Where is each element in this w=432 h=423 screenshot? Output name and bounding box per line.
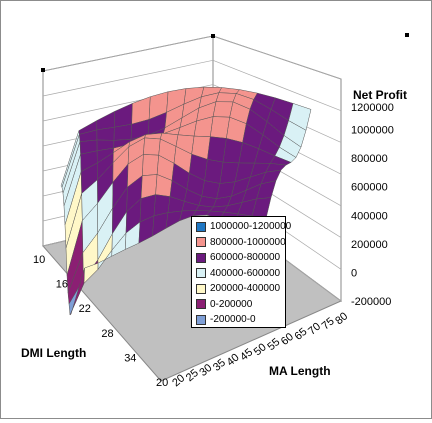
- legend-label: 600000-800000: [210, 252, 281, 264]
- legend-item: 0-200000: [192, 297, 285, 313]
- legend-swatch: [196, 268, 206, 279]
- y-tick-label: 34: [124, 352, 136, 364]
- y-tick-label: 20: [156, 377, 168, 389]
- legend-label: 1000000-1200000: [210, 221, 292, 233]
- legend: 1000000-1200000 800000-1000000 600000-8000…: [191, 216, 291, 328]
- legend-swatch: [196, 221, 206, 232]
- legend-item: -200000-0: [192, 312, 285, 328]
- legend-item: 800000-1000000: [192, 235, 286, 251]
- legend-label: 0-200000: [210, 298, 253, 310]
- z-axis-title: Net Profit: [353, 88, 407, 102]
- y-axis-ticks: 10 16 22 28 34 20: [33, 254, 168, 389]
- x-axis-title: MA Length: [269, 364, 331, 378]
- z-tick-label: 200000: [351, 239, 388, 251]
- y-axis-title: DMI Length: [21, 346, 86, 360]
- z-tick-label: 800000: [351, 153, 388, 165]
- z-tick-label: 1000000: [351, 125, 394, 137]
- surface-facet: [142, 154, 159, 176]
- z-tick-label: 1200000: [351, 102, 394, 114]
- y-tick-label: 22: [79, 303, 91, 315]
- legend-label: 200000-400000: [210, 283, 281, 295]
- legend-swatch: [196, 252, 206, 263]
- surface-facet: [215, 92, 237, 103]
- legend-item: 400000-600000: [192, 266, 285, 282]
- selection-handle-top-mid[interactable]: [211, 34, 215, 38]
- z-tick-label: 0: [351, 267, 357, 279]
- surface: [60, 86, 312, 316]
- z-tick-label: -200000: [351, 296, 391, 308]
- y-tick-label: 28: [101, 328, 113, 340]
- legend-item: 1000000-1200000: [192, 219, 291, 235]
- y-tick-label: 10: [33, 254, 45, 266]
- legend-label: 800000-1000000: [210, 236, 286, 248]
- z-axis-ticks: -200000 0 200000 400000 600000 800000 1000000 1…: [351, 102, 394, 308]
- legend-swatch: [196, 314, 206, 325]
- legend-swatch: [196, 237, 206, 248]
- legend-swatch: [196, 283, 206, 294]
- z-tick-label: 400000: [351, 210, 388, 222]
- legend-label: -200000-0: [210, 314, 256, 326]
- selection-handle-top-left[interactable]: [41, 68, 45, 72]
- z-tick-label: 600000: [351, 182, 388, 194]
- surface-facet: [143, 137, 161, 156]
- y-tick-label: 16: [56, 279, 68, 291]
- surface-facet: [113, 123, 132, 141]
- legend-item: 200000-400000: [192, 281, 285, 297]
- legend-item: 600000-800000: [192, 250, 285, 266]
- legend-label: 400000-600000: [210, 267, 281, 279]
- legend-swatch: [196, 299, 206, 310]
- selection-handle-top-right[interactable]: [405, 33, 409, 37]
